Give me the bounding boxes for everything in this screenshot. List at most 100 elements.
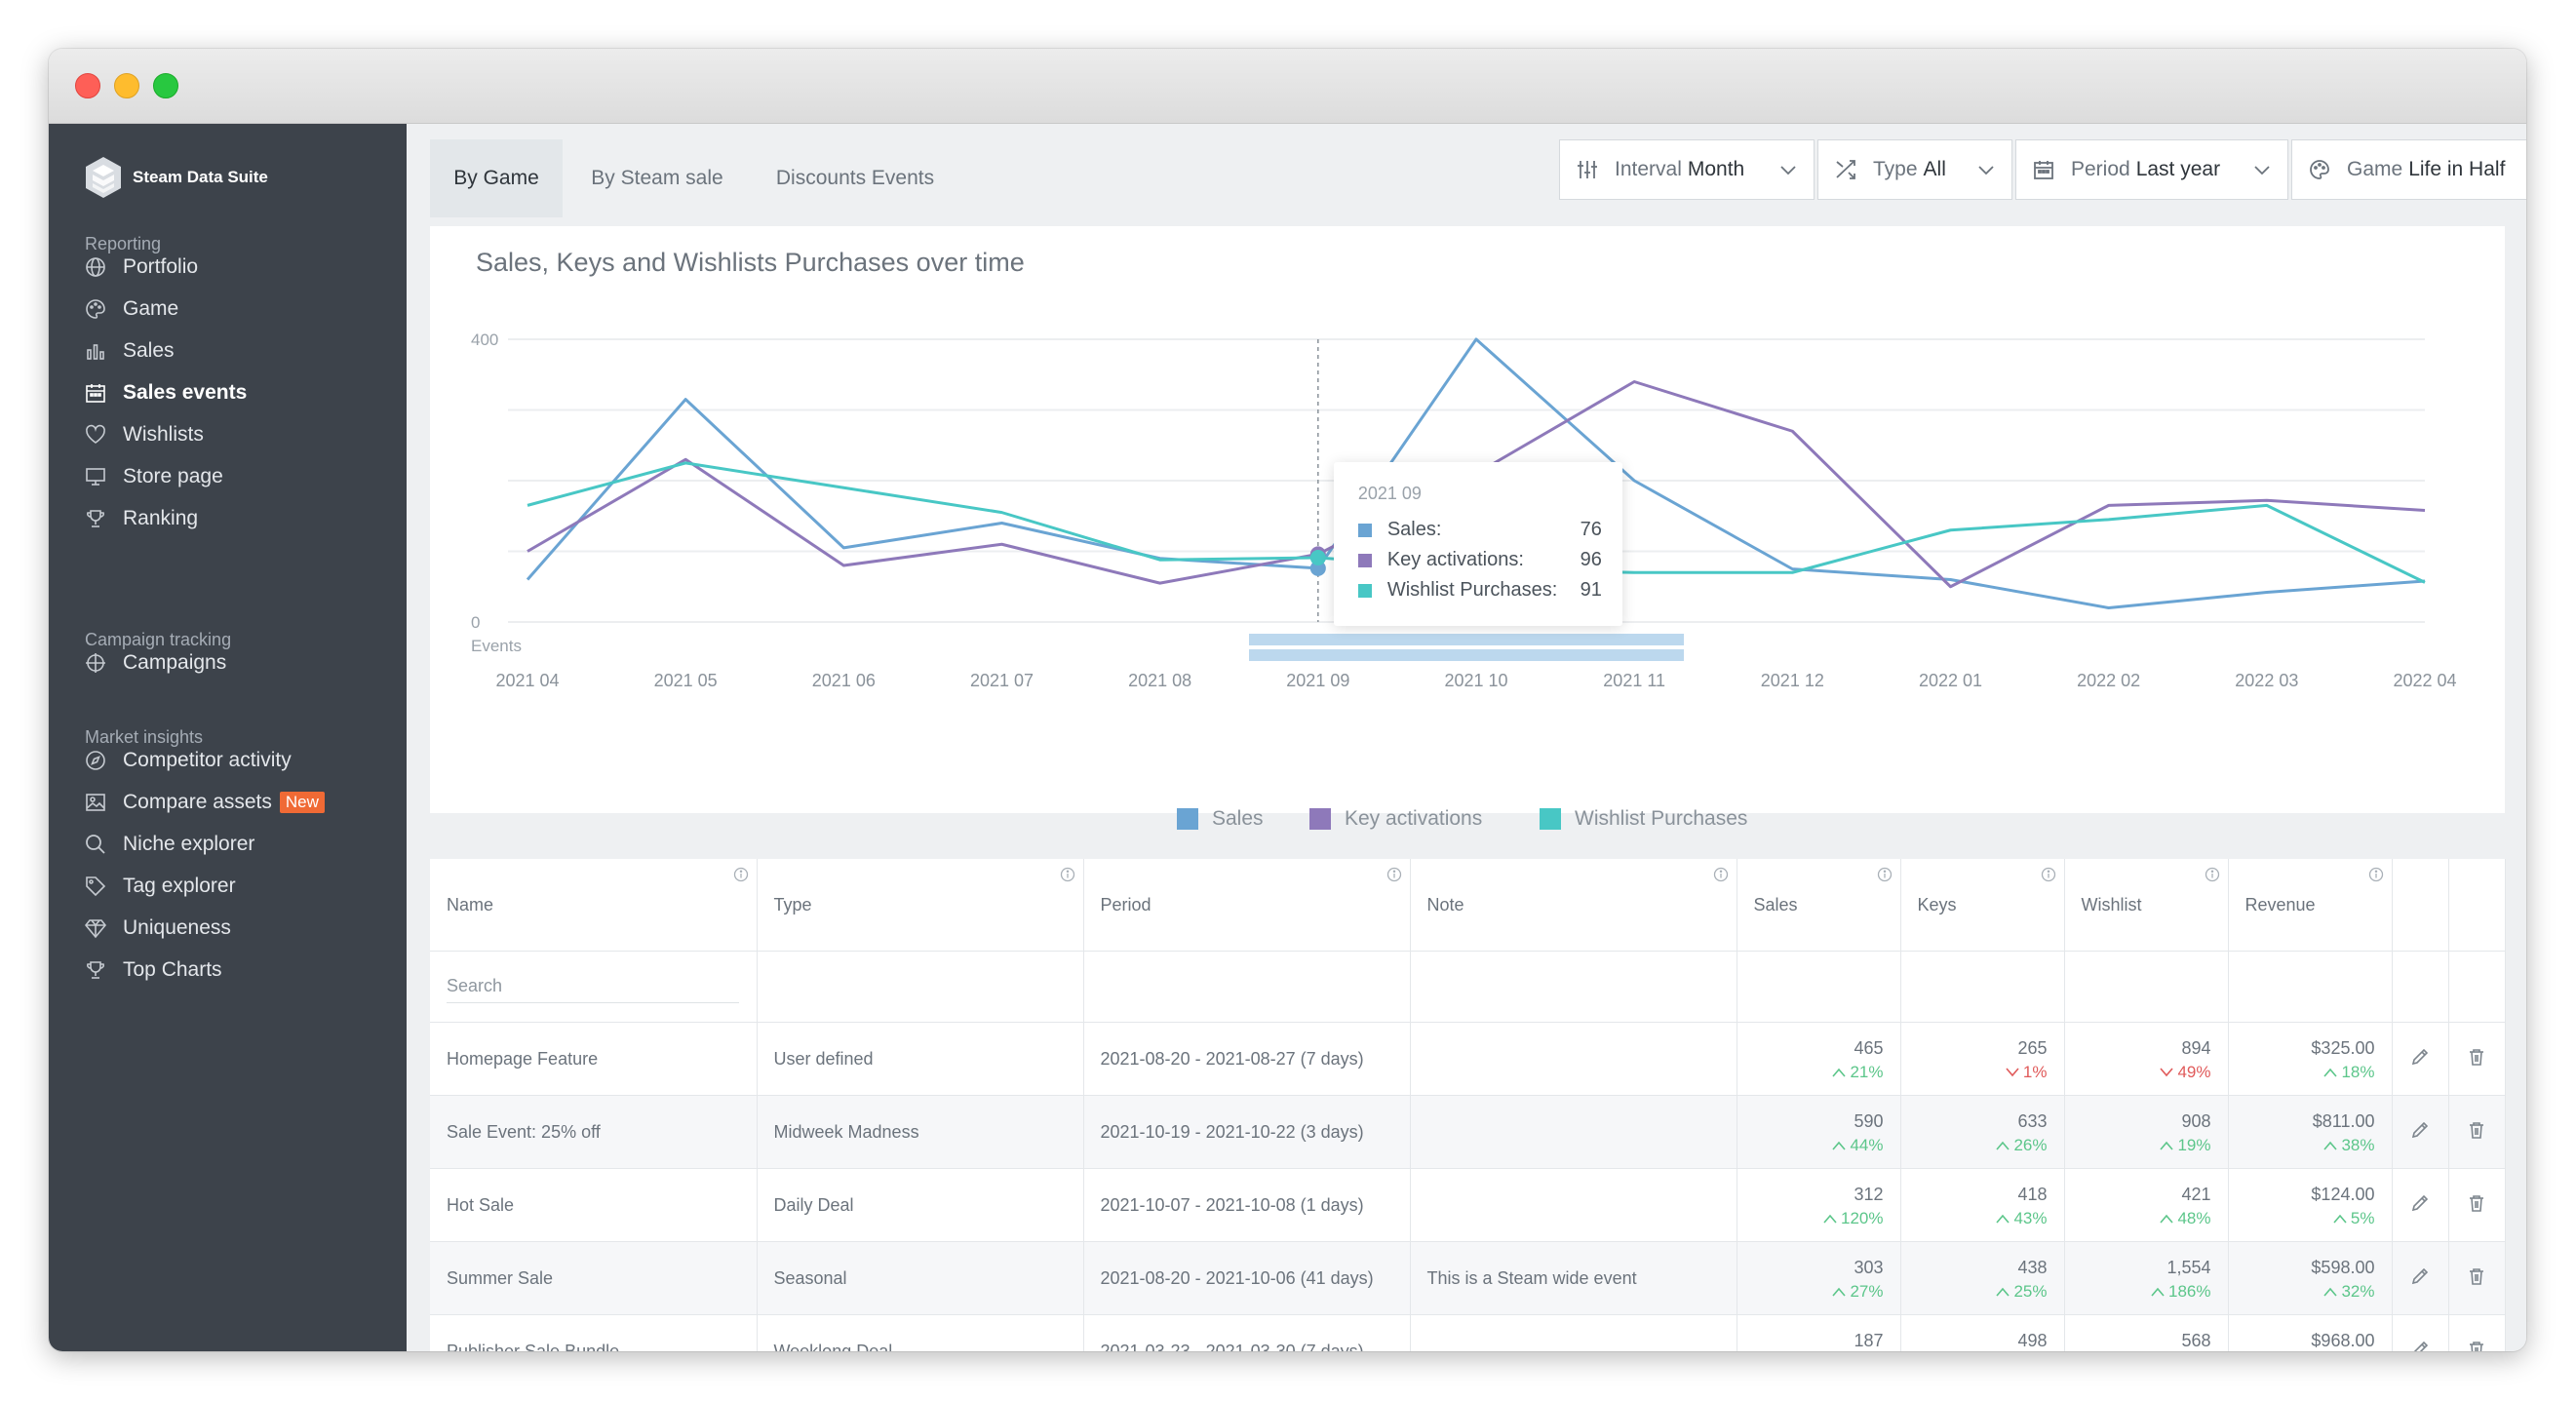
trash-icon[interactable] [2466,1339,2487,1352]
wishlist-change-value: 186% [2168,1281,2211,1301]
diamond-icon [85,917,106,939]
column-header-keys[interactable]: Keys [1900,859,2065,952]
sales-change-value: 21% [1850,1062,1884,1081]
info-icon[interactable] [733,867,749,882]
sales-cell: 465 21% [1737,1022,1901,1096]
trash-icon[interactable] [2466,1119,2487,1141]
column-header-label: Sales [1753,894,1798,915]
event-bar [1249,634,1684,645]
sidebar-item-top-charts[interactable]: Top Charts [85,955,222,985]
table-row[interactable]: Summer Sale Seasonal 2021-08-20 - 2021-10-… [430,1241,2506,1315]
wishlist-change-value: 19% [2177,1135,2211,1154]
sales-cell: 18715% [1737,1314,1901,1351]
calendar-icon [85,382,106,404]
tab-by-game[interactable]: By Game [430,139,563,217]
info-icon[interactable] [1060,867,1075,882]
tooltip-swatch [1357,523,1372,537]
sidebar-item-ranking[interactable]: Ranking [85,504,198,533]
trophy-icon [85,959,106,981]
sales-change-value: 27% [1850,1281,1884,1301]
info-icon[interactable] [2205,867,2220,882]
search-input[interactable] [447,970,739,1003]
wishlist-value: 894 [2181,1037,2211,1058]
pencil-icon[interactable] [2409,1119,2431,1141]
table-row[interactable]: Publisher Sale Bundle Weeklong Deal 2021-0… [430,1314,2506,1352]
sidebar-item-uniqueness[interactable]: Uniqueness [85,914,231,943]
tab-by-steam-sale[interactable]: By Steam sale [591,167,723,189]
delete-cell [2448,1314,2506,1352]
arrow-up-icon [2150,1282,2168,1301]
sidebar-item-label: Wishlists [123,423,204,446]
tooltip-date: 2021 09 [1357,484,1422,503]
column-header-period[interactable]: Period [1083,859,1411,952]
type-filter-label: Type [1873,158,1918,180]
info-icon[interactable] [2041,867,2056,882]
pencil-icon[interactable] [2409,1339,2431,1352]
minimize-window-button[interactable] [114,73,139,98]
palette-icon [2308,158,2331,181]
close-window-button[interactable] [75,73,100,98]
sidebar-item-game[interactable]: Game [85,294,178,324]
wishlist-cell: 894 49% [2064,1022,2229,1096]
chevron-down-icon [1780,166,1796,175]
sidebar-item-tag-explorer[interactable]: Tag explorer [85,872,236,901]
revenue-cell: $811.00 38% [2228,1095,2393,1169]
trash-icon[interactable] [2466,1046,2487,1068]
info-icon[interactable] [2368,867,2384,882]
info-icon[interactable] [1877,867,1893,882]
brand[interactable]: Steam Data Suite [84,155,268,200]
info-icon[interactable] [1386,867,1402,882]
note-cell [1410,1022,1737,1096]
sidebar-item-store-page[interactable]: Store page [85,462,223,491]
sidebar-item-label: Portfolio [123,255,199,278]
note-cell: This is a Steam wide event [1410,1241,1737,1315]
tab-discounts-events[interactable]: Discounts Events [775,167,935,189]
legend-item-sales[interactable]: Sales [1177,807,1264,831]
sidebar-item-compare-assets[interactable]: Compare assets New [85,788,325,817]
column-header-note[interactable]: Note [1410,859,1737,952]
trash-icon[interactable] [2466,1265,2487,1287]
sidebar-item-campaigns[interactable]: Campaigns [85,648,226,678]
sidebar-item-niche-explorer[interactable]: Niche explorer [85,830,254,859]
x-tick-label: 2021 05 [654,671,718,690]
period-filter[interactable]: Period Last year [2015,139,2288,200]
column-header-sales[interactable]: Sales [1737,859,1901,952]
column-header-type[interactable]: Type [757,859,1084,952]
sidebar-item-portfolio[interactable]: Portfolio [85,253,198,282]
sidebar-item-sales[interactable]: Sales [85,336,175,366]
event-bar [1249,649,1684,661]
legend-item-key-activations[interactable]: Key activations [1309,807,1482,831]
sidebar-item-competitor-activity[interactable]: Competitor activity [85,746,292,775]
pencil-icon[interactable] [2409,1192,2431,1214]
zoom-window-button[interactable] [153,73,178,98]
column-header-label: Wishlist [2081,894,2142,915]
sales-change-value: 120% [1841,1208,1884,1227]
sidebar-item-wishlists[interactable]: Wishlists [85,420,204,449]
sidebar-item-sales-events[interactable]: Sales events [85,378,247,408]
table-row[interactable]: Hot Sale Daily Deal 2021-10-07 - 2021-10-0… [430,1168,2506,1242]
revenue-cell: $598.00 32% [2228,1241,2393,1315]
pencil-icon[interactable] [2409,1265,2431,1287]
legend-label: Key activations [1345,807,1483,830]
info-icon[interactable] [1713,867,1729,882]
delete-cell [2448,1241,2506,1315]
legend-item-wishlist-purchases[interactable]: Wishlist Purchases [1540,807,1747,831]
type-filter[interactable]: Type All [1817,139,2012,200]
keys-change-value: 43% [2013,1208,2048,1227]
table-row[interactable]: Homepage Feature User defined 2021-08-20 -… [430,1022,2506,1096]
revenue-cell: $968.0044% [2228,1314,2393,1351]
revenue-value: $598.00 [2311,1257,2375,1277]
game-filter[interactable]: Game Life in Half [2291,139,2526,200]
search-icon [85,834,106,855]
column-header-wishlist[interactable]: Wishlist [2064,859,2229,952]
column-header-name[interactable]: Name [430,859,758,952]
search-row [430,951,2506,1023]
x-tick-label: 2022 03 [2235,671,2298,690]
column-header-revenue[interactable]: Revenue [2228,859,2393,952]
arrow-up-icon [1831,1136,1850,1154]
table-row[interactable]: Sale Event: 25% off Midweek Madness 2021-1… [430,1095,2506,1169]
interval-filter[interactable]: Interval Month [1559,139,1815,200]
wishlist-cell: 1,554 186% [2064,1241,2229,1315]
trash-icon[interactable] [2466,1192,2487,1214]
pencil-icon[interactable] [2409,1046,2431,1068]
